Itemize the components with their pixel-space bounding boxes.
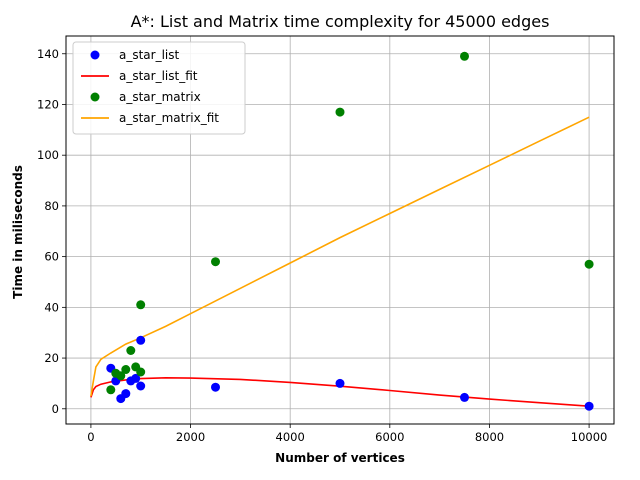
data-point [121,365,131,374]
data-point [121,389,131,399]
grid [66,36,614,424]
y-tick-label: 80 [44,199,59,213]
legend-marker [90,92,100,102]
series-a-star-matrix [106,51,594,395]
series-layer [90,51,594,411]
data-point [335,107,345,117]
data-point [136,300,146,310]
data-point [584,259,594,269]
series-a-star-list-fit [90,376,590,407]
x-tick-label: 0 [87,430,94,444]
y-tick-label: 100 [37,148,59,162]
x-tick-label: 4000 [276,430,305,444]
y-tick-label: 20 [44,351,59,365]
series-line [90,116,590,397]
data-point [136,335,146,345]
x-tick-label: 10000 [571,430,608,444]
data-point [211,382,220,392]
y-tick-label: 40 [44,300,59,314]
y-tick-label: 0 [52,402,59,416]
y-tick-label: 120 [37,97,59,111]
x-tick-label: 6000 [375,430,404,444]
legend-box [72,41,246,135]
data-point [131,373,141,383]
chart-title: A*: List and Matrix time complexity for … [131,12,550,31]
data-point [335,378,345,388]
data-point [126,346,136,355]
data-point [211,257,220,267]
x-tick-label: 2000 [176,430,205,444]
data-point [136,367,146,377]
plot-frame [65,35,615,425]
series-a-star-matrix-fit [90,116,590,397]
y-axis-ticks: 0 20 40 60 80 100 120 140 [37,47,66,416]
legend-marker [90,50,100,60]
x-axis-ticks: 0 2000 4000 6000 8000 10000 [87,424,607,444]
y-tick-label: 140 [37,47,59,61]
x-axis-label: Number of vertices [275,451,405,465]
legend-label: a_star_matrix [119,90,201,104]
data-point [584,401,594,411]
x-tick-label: 8000 [475,430,504,444]
data-point [116,371,126,381]
legend-label: a_star_matrix_fit [119,111,219,125]
data-point [136,381,146,391]
series-a-star-list [106,335,594,411]
data-point [460,51,469,61]
legend-label: a_star_list_fit [119,69,198,83]
legend-label: a_star_list [119,48,180,62]
data-point [106,385,116,395]
legend: a_star_list a_star_list_fit a_star_matrixa… [72,41,246,135]
y-tick-label: 60 [44,250,59,264]
data-point [460,392,469,402]
series-line [90,376,590,407]
y-axis-label: Time in miliseconds [11,165,25,299]
